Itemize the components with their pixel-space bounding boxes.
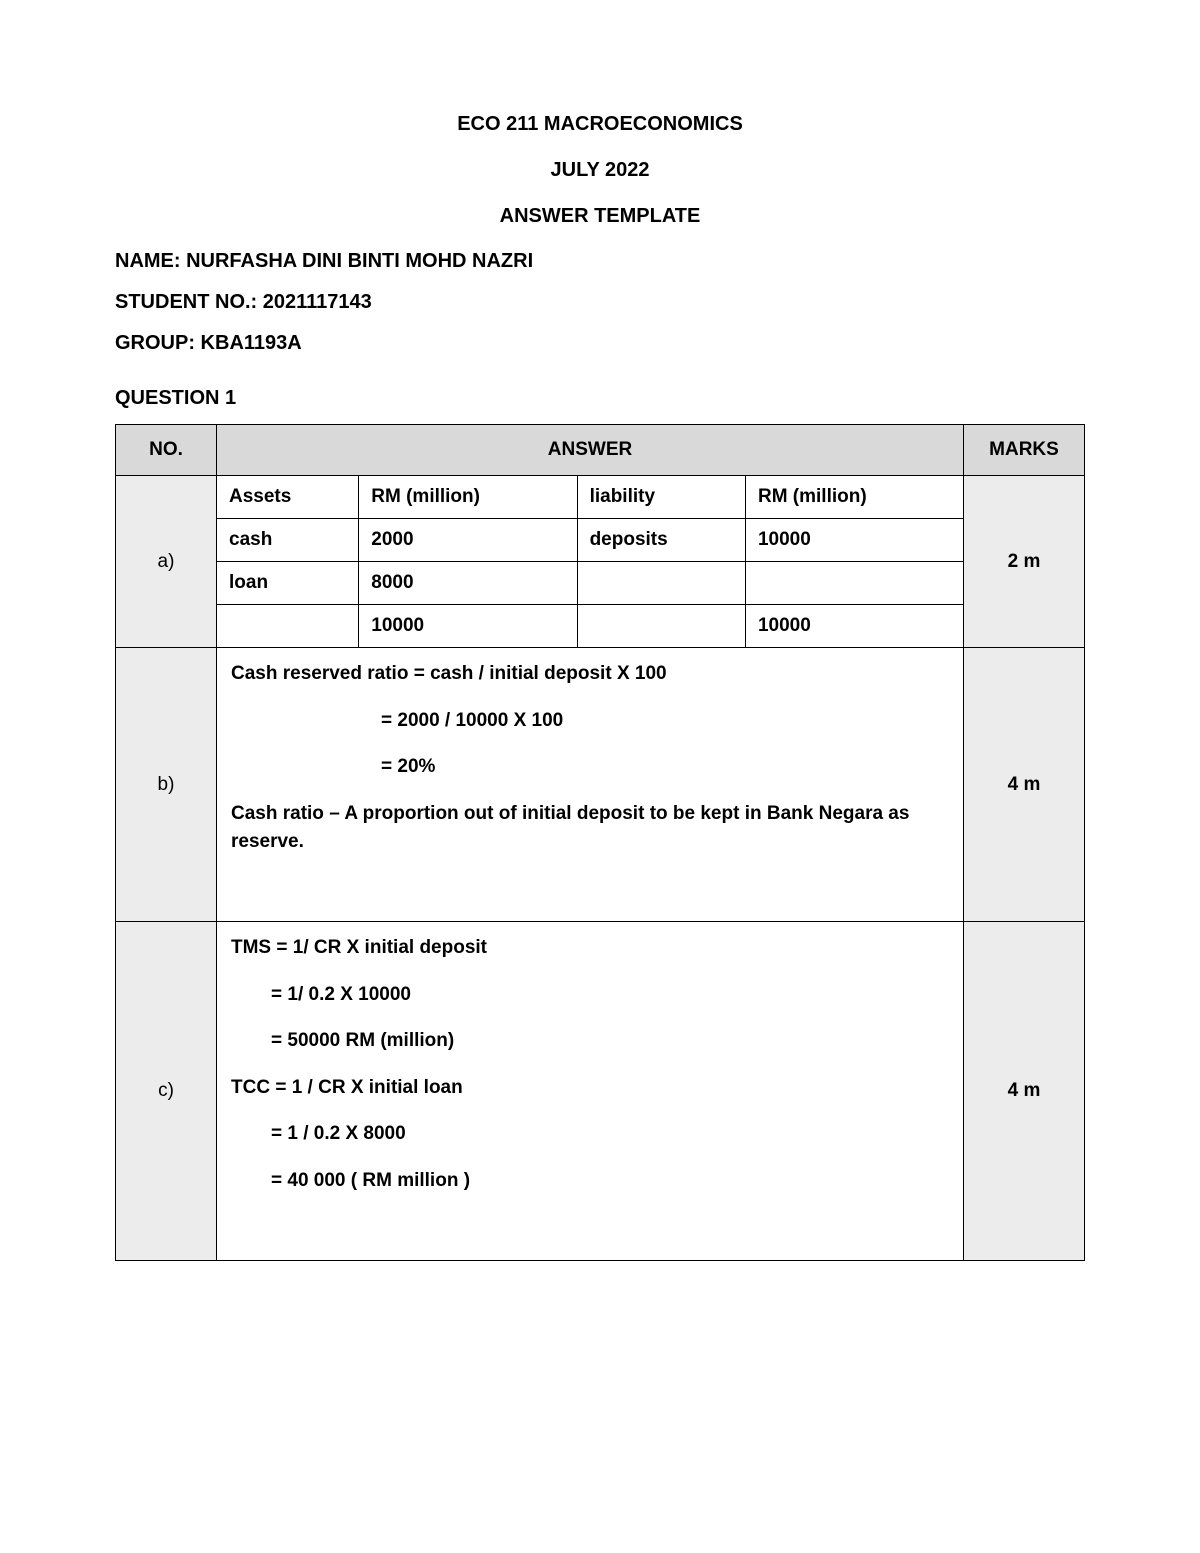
inner-row: loan 8000 [217, 562, 963, 605]
student-name: NAME: NURFASHA DINI BINTI MOHD NAZRI [115, 250, 1085, 273]
line: = 1/ 0.2 X 10000 [231, 981, 949, 1010]
page: ECO 211 MACROECONOMICS JULY 2022 ANSWER … [0, 0, 1200, 1553]
inner-h3: liability [577, 476, 745, 519]
line: = 20% [231, 753, 949, 782]
cell: 2000 [359, 519, 577, 562]
row-b-no: b) [116, 648, 217, 922]
cell: 10000 [745, 605, 963, 648]
cell: cash [217, 519, 359, 562]
header-no: NO. [116, 425, 217, 476]
row-a-no: a) [116, 476, 217, 648]
student-id: STUDENT NO.: 2021117143 [115, 291, 1085, 314]
line: = 50000 RM (million) [231, 1027, 949, 1056]
session-date: JULY 2022 [115, 156, 1085, 184]
line: Cash reserved ratio = cash / initial dep… [231, 660, 949, 689]
student-meta: NAME: NURFASHA DINI BINTI MOHD NAZRI STU… [115, 250, 1085, 355]
table-row: c) TMS = 1/ CR X initial deposit = 1/ 0.… [116, 922, 1085, 1261]
cell: 8000 [359, 562, 577, 605]
line: = 1 / 0.2 X 8000 [231, 1120, 949, 1149]
line: TMS = 1/ CR X initial deposit [231, 934, 949, 963]
student-group: GROUP: KBA1193A [115, 332, 1085, 355]
inner-h4: RM (million) [745, 476, 963, 519]
table-row: a) Assets RM (million) liability RM (mil… [116, 476, 1085, 648]
cell [217, 605, 359, 648]
question-title: QUESTION 1 [115, 387, 1085, 410]
doc-type: ANSWER TEMPLATE [115, 202, 1085, 230]
inner-row: 10000 10000 [217, 605, 963, 648]
table-row: b) Cash reserved ratio = cash / initial … [116, 648, 1085, 922]
row-c-marks: 4 m [964, 922, 1085, 1261]
row-b-marks: 4 m [964, 648, 1085, 922]
row-c-answer: TMS = 1/ CR X initial deposit = 1/ 0.2 X… [217, 922, 964, 1261]
inner-h1: Assets [217, 476, 359, 519]
row-b-answer: Cash reserved ratio = cash / initial dep… [217, 648, 964, 922]
cell [577, 605, 745, 648]
cell [577, 562, 745, 605]
balance-sheet-table: Assets RM (million) liability RM (millio… [217, 476, 963, 647]
inner-row: cash 2000 deposits 10000 [217, 519, 963, 562]
inner-header-row: Assets RM (million) liability RM (millio… [217, 476, 963, 519]
cell: 10000 [359, 605, 577, 648]
cell: 10000 [745, 519, 963, 562]
row-a-answer: Assets RM (million) liability RM (millio… [217, 476, 964, 648]
answer-table: NO. ANSWER MARKS a) Assets RM (million) … [115, 424, 1085, 1261]
cell: loan [217, 562, 359, 605]
document-header: ECO 211 MACROECONOMICS JULY 2022 ANSWER … [115, 110, 1085, 230]
header-answer: ANSWER [217, 425, 964, 476]
row-c-text: TMS = 1/ CR X initial deposit = 1/ 0.2 X… [231, 934, 949, 1242]
row-c-no: c) [116, 922, 217, 1261]
line: Cash ratio – A proportion out of initial… [231, 800, 949, 857]
header-marks: MARKS [964, 425, 1085, 476]
line: = 40 000 ( RM million ) [231, 1167, 949, 1196]
line: = 2000 / 10000 X 100 [231, 707, 949, 736]
line: TCC = 1 / CR X initial loan [231, 1074, 949, 1103]
inner-h2: RM (million) [359, 476, 577, 519]
row-a-marks: 2 m [964, 476, 1085, 648]
course-title: ECO 211 MACROECONOMICS [115, 110, 1085, 138]
table-header-row: NO. ANSWER MARKS [116, 425, 1085, 476]
row-b-text: Cash reserved ratio = cash / initial dep… [231, 660, 949, 903]
cell [745, 562, 963, 605]
cell: deposits [577, 519, 745, 562]
